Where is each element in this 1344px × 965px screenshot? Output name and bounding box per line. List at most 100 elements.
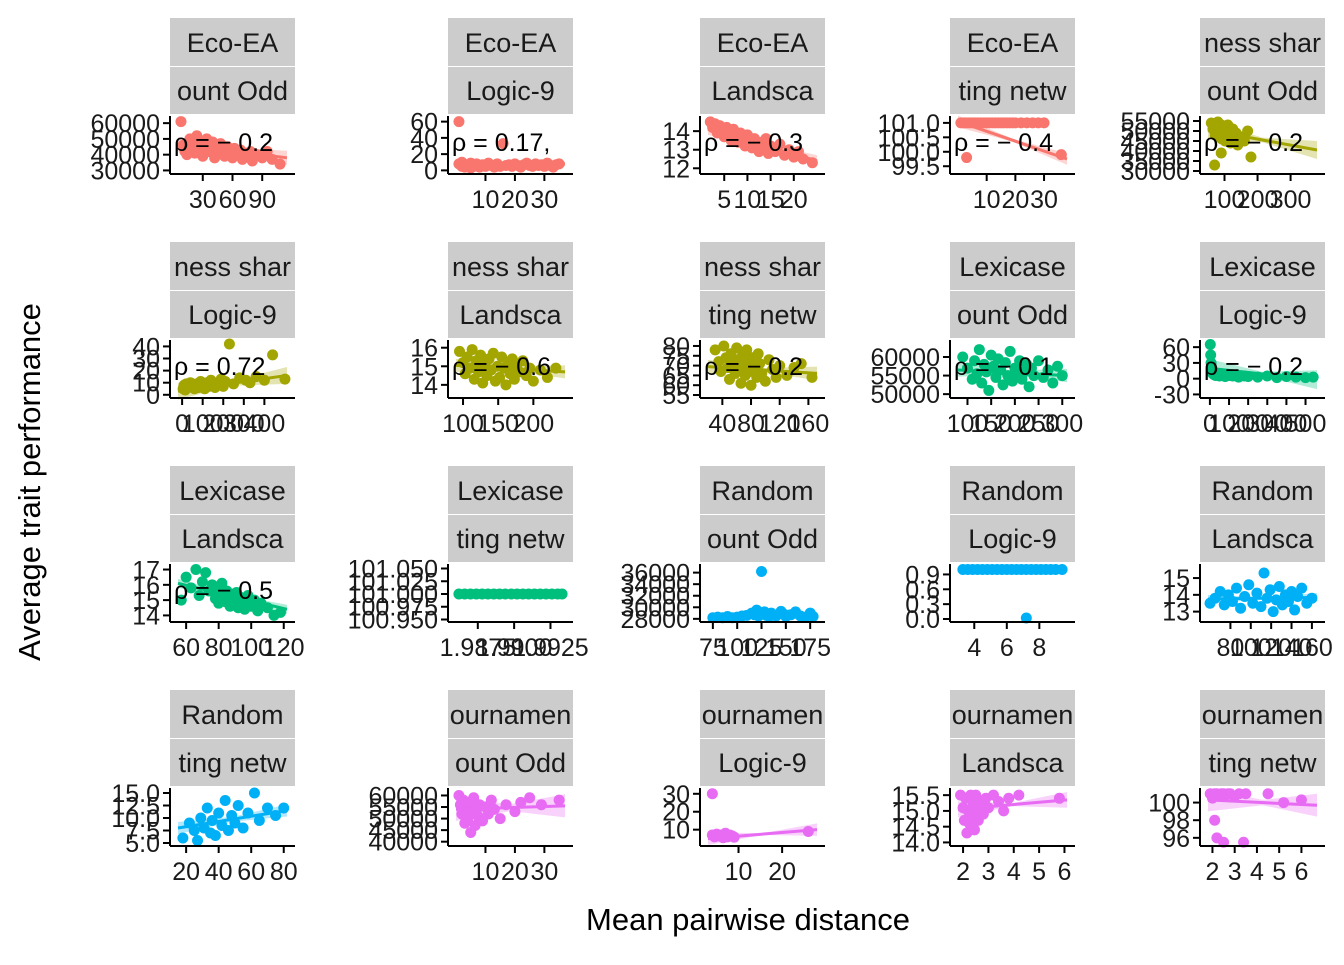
data-point bbox=[536, 799, 547, 810]
strip-label-top: Random bbox=[711, 476, 813, 506]
x-tick-label: 30 bbox=[1030, 186, 1058, 214]
data-point bbox=[524, 792, 535, 803]
x-tick-label: 300 bbox=[1041, 410, 1083, 438]
x-tick-label: 4 bbox=[967, 634, 981, 662]
strip-label-top: Lexicase bbox=[179, 476, 286, 506]
data-point bbox=[1289, 604, 1300, 615]
data-point bbox=[238, 823, 249, 834]
y-tick-label: 101.050 bbox=[348, 556, 438, 584]
x-tick-label: 4 bbox=[1007, 858, 1021, 886]
data-point bbox=[1235, 603, 1246, 614]
x-tick-label: 8 bbox=[1032, 634, 1046, 662]
x-tick-label: 300 bbox=[1270, 186, 1312, 214]
x-axis-title: Mean pairwise distance bbox=[586, 902, 910, 937]
strip-label-top: Random bbox=[181, 700, 283, 730]
data-point bbox=[1308, 372, 1319, 383]
x-tick-label: 160 bbox=[788, 410, 830, 438]
strip-label-bottom: Landsca bbox=[1211, 524, 1314, 554]
x-tick-label: 6 bbox=[1294, 858, 1308, 886]
y-tick-label: 17 bbox=[132, 557, 160, 585]
strip-label-bottom: Landsca bbox=[181, 524, 284, 554]
y-tick-label: 16 bbox=[410, 335, 438, 363]
x-tick-label: 2 bbox=[1205, 858, 1219, 886]
data-point bbox=[453, 116, 464, 127]
data-point bbox=[1039, 117, 1050, 128]
correlation-label: ρ = − 0.4 bbox=[954, 129, 1053, 157]
x-tick-label: 10 bbox=[472, 186, 500, 214]
data-point bbox=[1003, 793, 1014, 804]
x-tick-label: 120 bbox=[263, 634, 305, 662]
data-point bbox=[1209, 160, 1220, 171]
strip-label-top: ness shar bbox=[452, 252, 569, 282]
strip-label-top: Eco-EA bbox=[465, 28, 557, 58]
strip-label-top: Random bbox=[1211, 476, 1313, 506]
x-tick-label: 40 bbox=[205, 858, 233, 886]
x-tick-label: 60 bbox=[172, 634, 200, 662]
strip-label-bottom: ting netw bbox=[708, 300, 817, 330]
x-tick-label: 5 bbox=[1272, 858, 1286, 886]
x-tick-label: 30 bbox=[530, 858, 558, 886]
data-point bbox=[1231, 583, 1242, 594]
y-tick-label: 80 bbox=[662, 333, 690, 361]
strip-label-top: ness shar bbox=[704, 252, 821, 282]
correlation-label: ρ = − 0.2 bbox=[704, 353, 803, 381]
strip-label-top: ness shar bbox=[174, 252, 291, 282]
data-point bbox=[213, 808, 224, 819]
correlation-label: ρ = − 0.6 bbox=[452, 353, 551, 381]
data-point bbox=[1013, 790, 1024, 801]
x-tick-label: 80 bbox=[270, 858, 298, 886]
strip-label-bottom: Landsca bbox=[961, 748, 1064, 778]
x-tick-label: 30 bbox=[530, 186, 558, 214]
x-tick-label: 30 bbox=[189, 186, 217, 214]
x-tick-label: 160 bbox=[1291, 634, 1333, 662]
data-point bbox=[249, 788, 260, 799]
data-point bbox=[267, 349, 278, 360]
strip-label-bottom: Logic-9 bbox=[188, 300, 277, 330]
data-point bbox=[983, 385, 994, 396]
y-tick-label: 60 bbox=[410, 109, 438, 137]
x-tick-label: 90 bbox=[248, 186, 276, 214]
data-point bbox=[190, 564, 201, 575]
strip-label-bottom: Landsca bbox=[711, 76, 814, 106]
data-point bbox=[756, 566, 767, 577]
x-tick-label: 400 bbox=[244, 410, 286, 438]
x-tick-label: 10 bbox=[472, 858, 500, 886]
strip-label-top: Random bbox=[961, 476, 1063, 506]
x-tick-label: 60 bbox=[219, 186, 247, 214]
strip-label-bottom: ount Odd bbox=[1207, 76, 1318, 106]
strip-label-bottom: Landsca bbox=[459, 300, 562, 330]
strip-label-bottom: ting netw bbox=[1208, 748, 1317, 778]
correlation-label: ρ = − 0.2 bbox=[1204, 129, 1303, 157]
strip-label-top: ournamen bbox=[450, 700, 572, 730]
x-tick-label: 6 bbox=[1000, 634, 1014, 662]
correlation-label: ρ = 0.17, bbox=[452, 129, 550, 157]
x-tick-label: 175 bbox=[789, 634, 831, 662]
strip-label-bottom: Logic-9 bbox=[466, 76, 555, 106]
x-tick-label: 20 bbox=[172, 858, 200, 886]
data-point bbox=[224, 339, 235, 350]
correlation-label: ρ = − 0.2 bbox=[174, 129, 273, 157]
x-tick-label: 80 bbox=[205, 634, 233, 662]
x-tick-label: 20 bbox=[780, 186, 808, 214]
strip-label-top: ournamen bbox=[952, 700, 1074, 730]
trend-line bbox=[1208, 597, 1317, 599]
data-point bbox=[210, 830, 221, 841]
strip-label-bottom: Logic-9 bbox=[968, 524, 1057, 554]
data-point bbox=[1268, 606, 1279, 617]
x-tick-label: 40 bbox=[708, 410, 736, 438]
x-tick-label: 2 bbox=[956, 858, 970, 886]
y-tick-label: 30 bbox=[662, 781, 690, 809]
data-point bbox=[177, 833, 188, 844]
data-point bbox=[1296, 583, 1307, 594]
data-point bbox=[175, 116, 186, 127]
strip-label-top: Eco-EA bbox=[967, 28, 1059, 58]
strip-label-bottom: ting netw bbox=[178, 748, 287, 778]
correlation-label: ρ = − 0.5 bbox=[174, 577, 273, 605]
x-tick-label: 3 bbox=[1228, 858, 1242, 886]
y-tick-label: 60000 bbox=[368, 782, 438, 810]
x-tick-label: 60 bbox=[237, 858, 265, 886]
data-point bbox=[495, 813, 506, 824]
x-tick-label: 20 bbox=[501, 858, 529, 886]
data-point bbox=[1263, 788, 1274, 799]
